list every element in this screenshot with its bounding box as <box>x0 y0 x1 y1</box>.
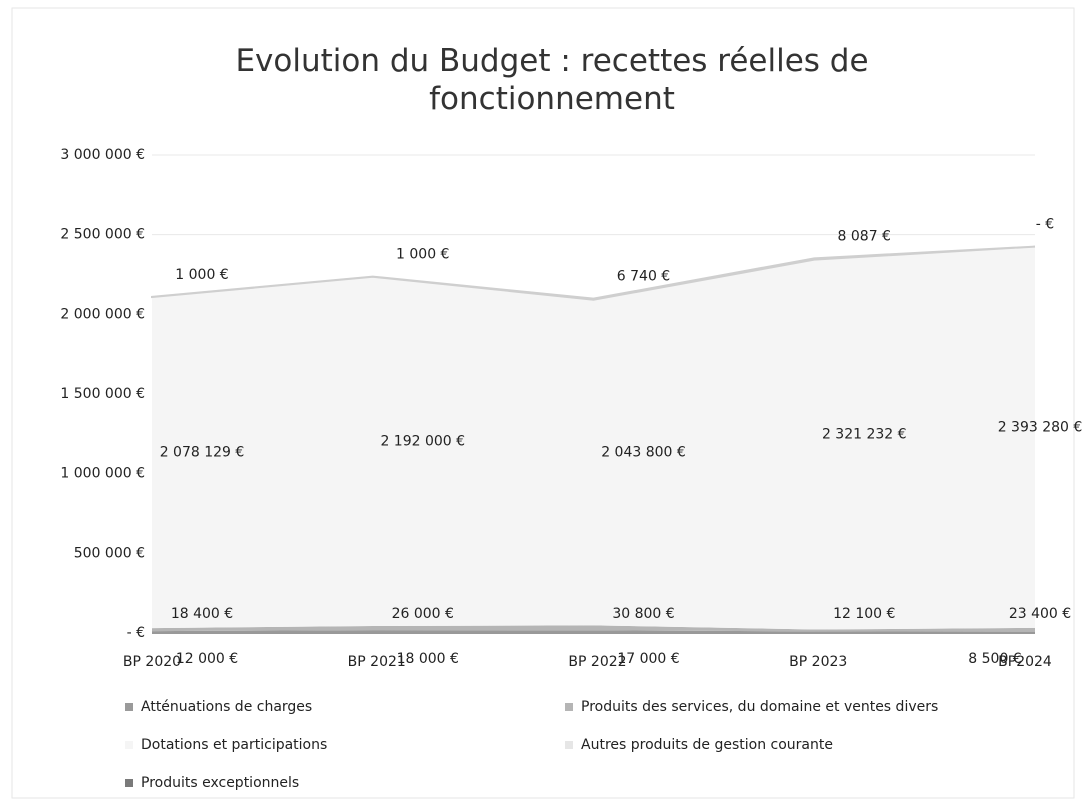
y-tick-label: 3 000 000 € <box>60 147 145 163</box>
data-label: 2 078 129 € <box>160 445 245 461</box>
x-tick-label: BP 2023 <box>789 654 847 670</box>
legend-swatch <box>565 703 573 711</box>
y-tick-label: 2 000 000 € <box>60 306 145 322</box>
data-label: 18 000 € <box>397 651 459 667</box>
data-label: 2 393 280 € <box>998 419 1083 435</box>
data-label: 6 740 € <box>617 269 670 285</box>
legend-label: Produits des services, du domaine et ven… <box>581 699 938 715</box>
x-tick-label: BP 2020 <box>123 654 181 670</box>
data-label: 2 043 800 € <box>601 445 686 461</box>
x-tick-label: BP2024 <box>998 654 1052 670</box>
legend-label: Autres produits de gestion courante <box>581 737 833 753</box>
chart-title: Evolution du Budget : recettes réelles d… <box>235 43 868 117</box>
area <box>151 245 1036 301</box>
legend-label: Produits exceptionnels <box>141 775 299 791</box>
data-label: 12 100 € <box>833 606 895 622</box>
data-label: 2 321 232 € <box>822 427 907 443</box>
area <box>152 625 1035 632</box>
y-tick-label: 500 000 € <box>74 545 145 561</box>
data-label: - € <box>1036 217 1054 233</box>
legend-swatch <box>125 703 133 711</box>
legend-swatch <box>125 741 133 749</box>
data-label: 1 000 € <box>175 267 228 283</box>
y-tick-label: 1 500 000 € <box>60 386 145 402</box>
x-tick-label: BP 2022 <box>568 654 626 670</box>
data-label: 26 000 € <box>392 606 454 622</box>
y-tick-label: - € <box>127 625 145 641</box>
y-tick-label: 1 000 000 € <box>60 466 145 482</box>
legend-label: Atténuations de charges <box>141 699 312 715</box>
y-tick-label: 2 500 000 € <box>60 227 145 243</box>
area <box>152 246 1035 630</box>
data-label: 17 000 € <box>617 651 679 667</box>
data-label: 2 192 000 € <box>380 433 465 449</box>
chart-border <box>11 7 1075 799</box>
data-label: 12 000 € <box>176 651 238 667</box>
x-tick-label: BP 2021 <box>348 654 406 670</box>
data-label: 8 500 € <box>968 651 1021 667</box>
legend-swatch <box>125 779 133 787</box>
legend-swatch <box>565 741 573 749</box>
data-label: 18 400 € <box>171 606 233 622</box>
data-label: 23 400 € <box>1009 606 1071 622</box>
data-label: 8 087 € <box>838 228 891 244</box>
data-label: 1 000 € <box>396 247 449 263</box>
data-label: 30 800 € <box>612 606 674 622</box>
legend-label: Dotations et participations <box>141 737 327 753</box>
